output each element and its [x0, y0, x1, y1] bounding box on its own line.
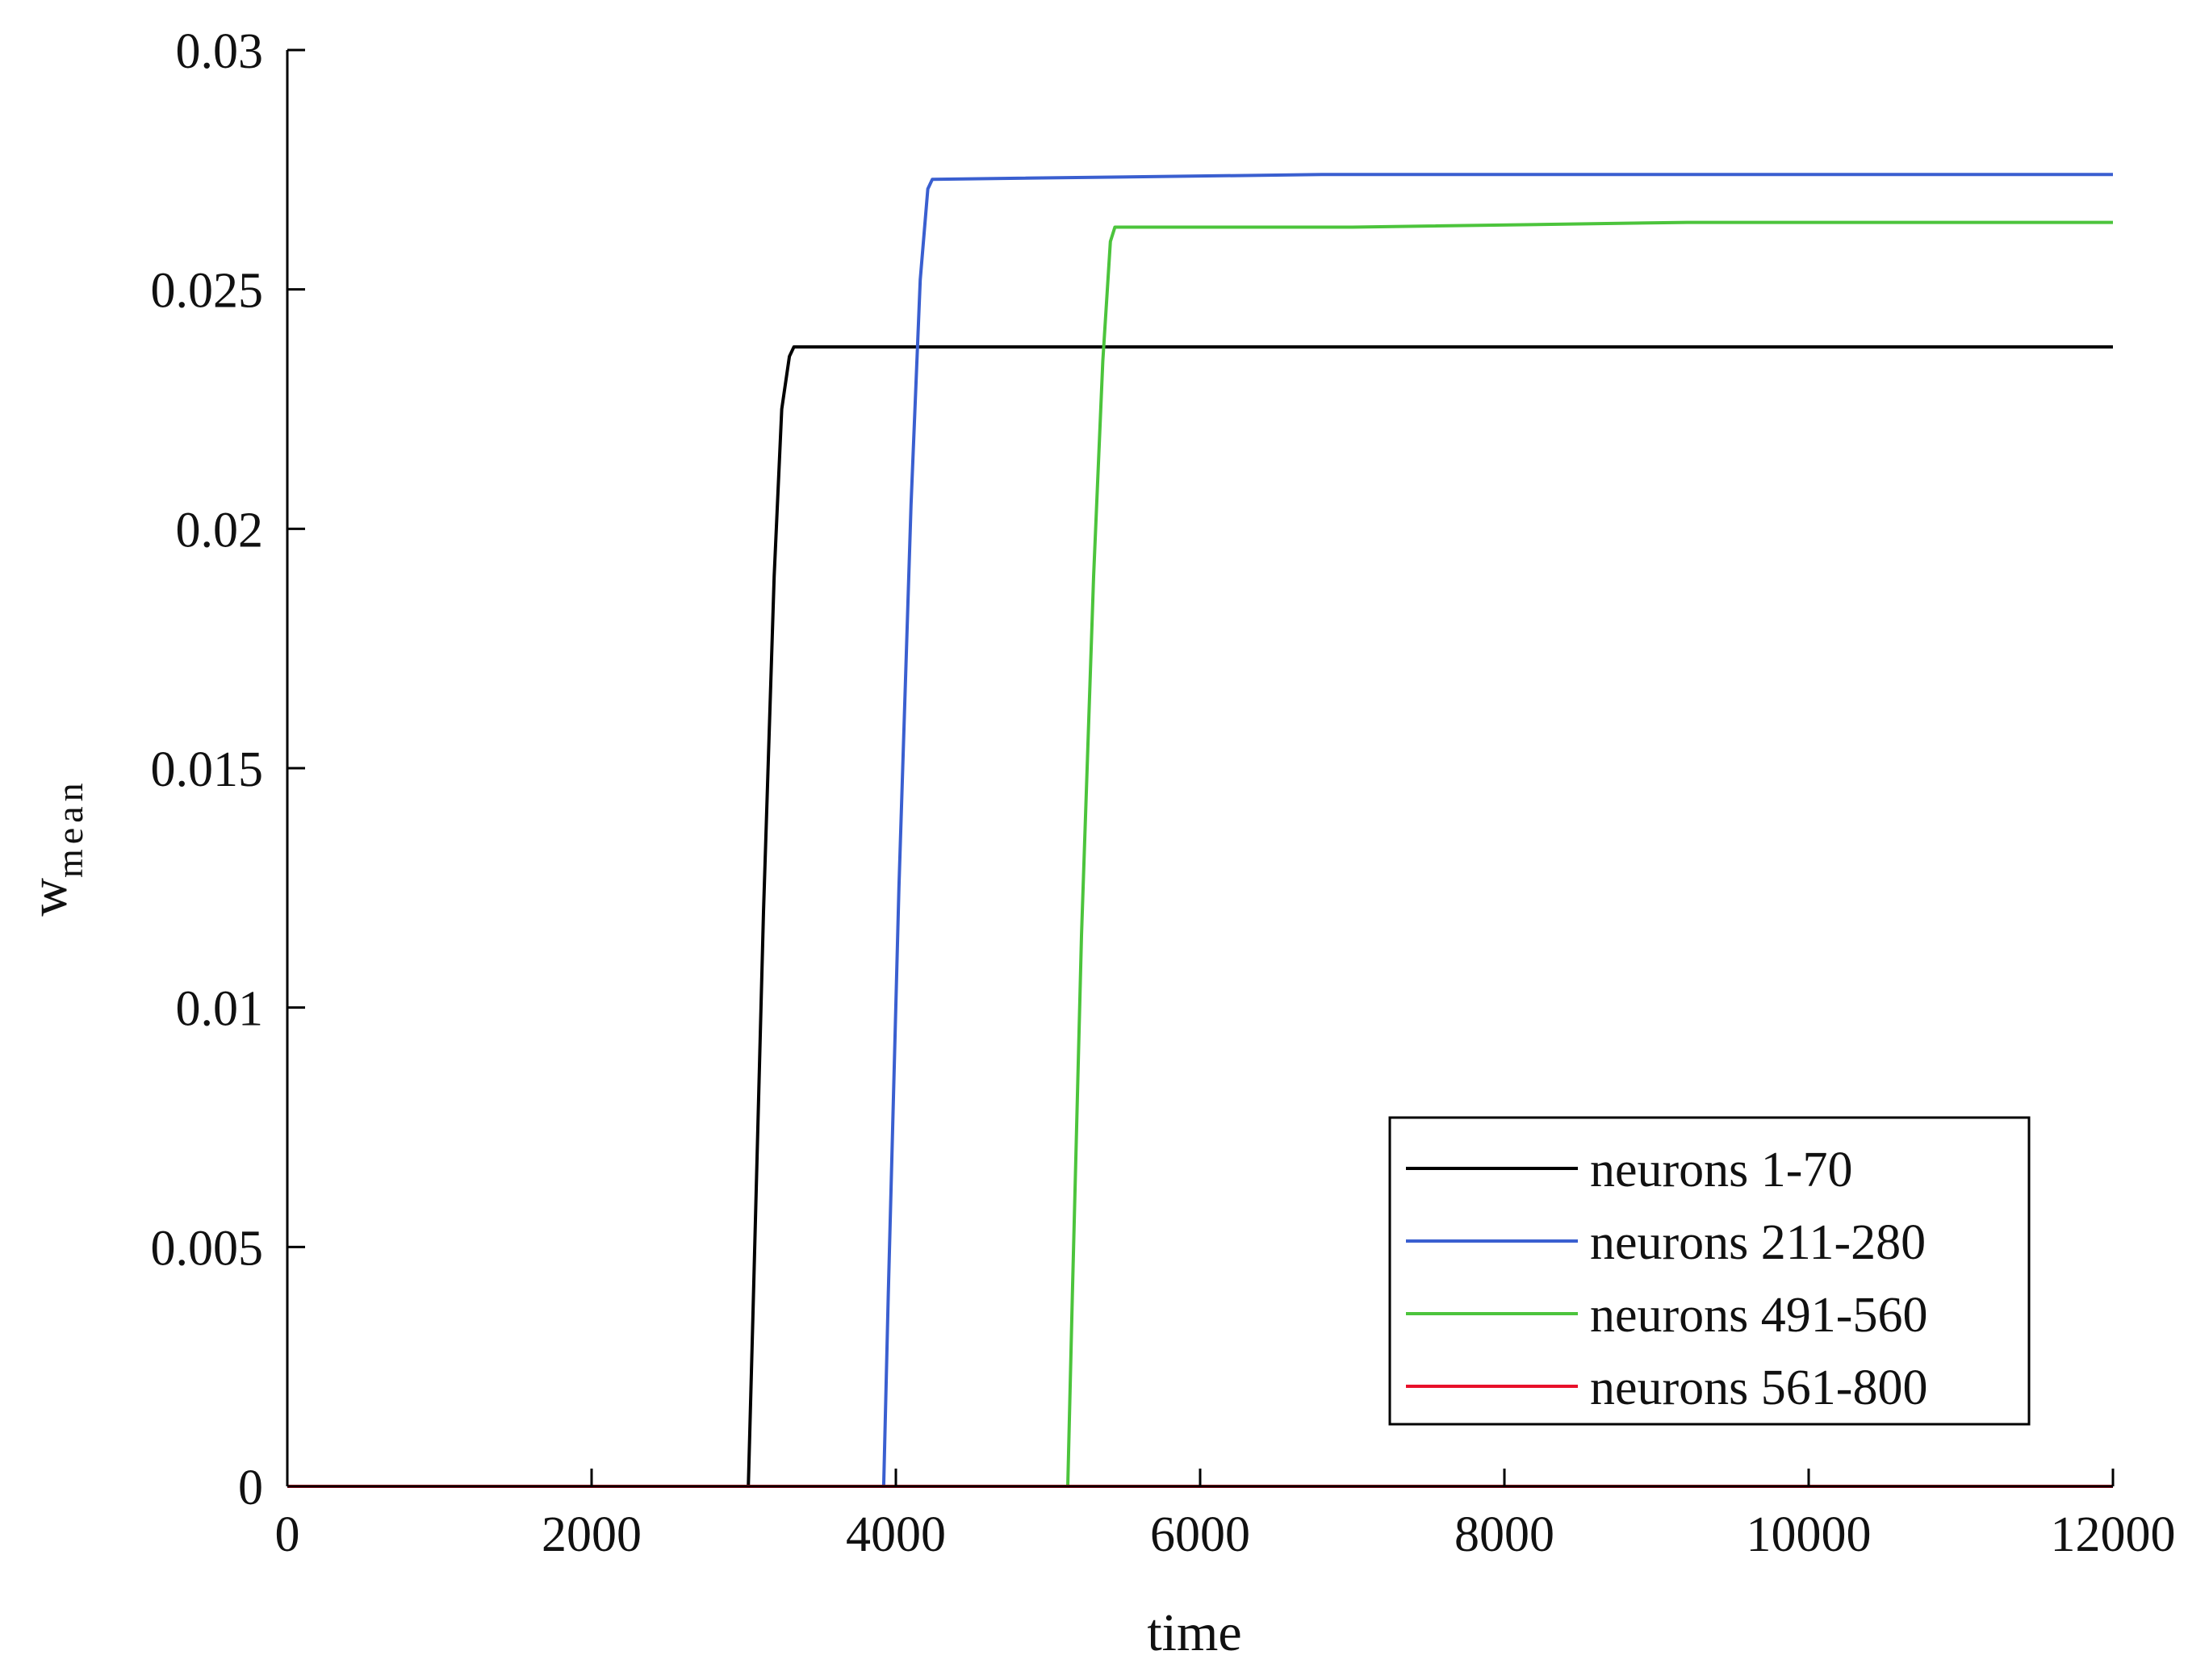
y-tick-label: 0.01	[176, 982, 264, 1037]
y-axis-label-subscript: mean	[49, 778, 90, 878]
x-tick-label: 0	[275, 1507, 300, 1562]
legend: neurons 1-70 neurons 211-280 neurons 491-5…	[1388, 1116, 2031, 1426]
series-line-1	[287, 345, 2113, 1488]
tick-labels: 0 2000 4000 6000 8000 10000 12000 0 0.005 0.01 0.0…	[151, 24, 2176, 1562]
legend-label-1: neurons 1-70	[1590, 1143, 1852, 1197]
x-tick-label: 10000	[1747, 1507, 1872, 1562]
y-tick-label: 0.015	[151, 742, 264, 797]
series-line-3	[287, 220, 2113, 1488]
x-tick-label: 4000	[846, 1507, 946, 1562]
legend-label-3: neurons 491-560	[1590, 1288, 1927, 1343]
y-tick-label: 0.02	[176, 503, 264, 558]
legend-label-2: neurons 211-280	[1590, 1215, 1926, 1270]
series-line-2	[287, 173, 2113, 1488]
y-axis-label: wmean	[19, 778, 90, 916]
x-tick-label: 6000	[1150, 1507, 1250, 1562]
svg-text:wmean: wmean	[19, 778, 90, 916]
legend-label-4: neurons 561-800	[1590, 1360, 1927, 1415]
x-tick-label: 8000	[1454, 1507, 1554, 1562]
x-axis-label: time	[1147, 1603, 1241, 1662]
y-tick-label: 0.025	[151, 264, 264, 319]
y-tick-label: 0.03	[176, 24, 264, 79]
y-tick-label: 0.005	[151, 1221, 264, 1276]
x-tick-label: 2000	[542, 1507, 642, 1562]
y-axis-label-main: w	[19, 878, 78, 917]
x-tick-label: 12000	[2051, 1507, 2176, 1562]
y-tick-label: 0	[238, 1461, 263, 1515]
axes	[286, 48, 2115, 1488]
